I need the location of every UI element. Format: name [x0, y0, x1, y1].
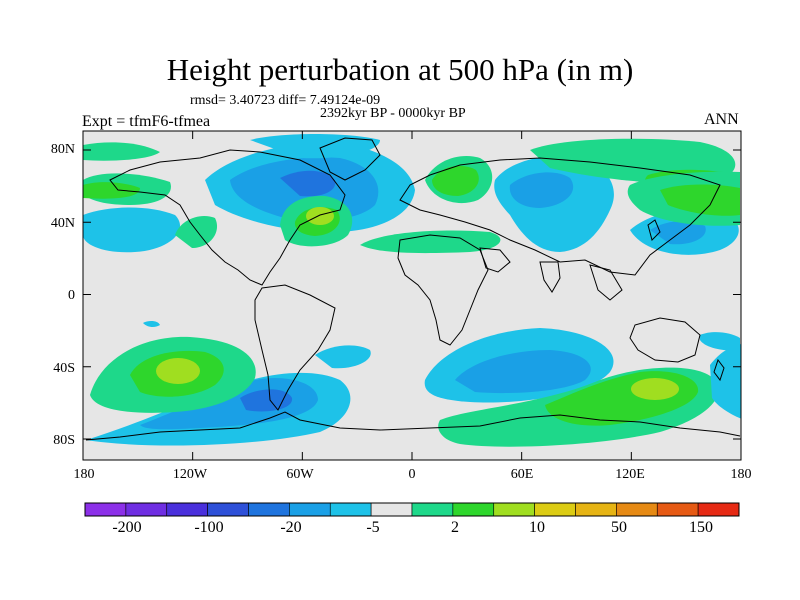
- colorbar-box-8: [411, 502, 454, 517]
- anomaly-n-pacific-cyan: [83, 207, 181, 253]
- colorbar-box-13: [616, 502, 658, 517]
- anomaly-canada-blue: [280, 170, 336, 197]
- anomaly-arctic-cyan: [250, 134, 380, 159]
- lon-label-60e: 60E: [510, 467, 534, 482]
- axis-ticks: [82, 131, 742, 460]
- colorbar-label-10: 10: [529, 519, 545, 536]
- anomaly-w-pacific-lightblue: [650, 221, 706, 245]
- coast-antarctica: [85, 411, 741, 441]
- anomaly-s-ocean-max: [631, 378, 679, 400]
- colorbar-box-10: [493, 502, 535, 517]
- rmsd-stats: rmsd= 3.40723 diff= 7.49124e-09: [190, 93, 381, 108]
- time-period: 2392kyr BP - 0000kyr BP: [320, 106, 466, 121]
- anomaly-mediterranean-green: [360, 230, 501, 254]
- colorbar-box-6: [329, 502, 372, 517]
- lon-label-0: 0: [408, 467, 416, 482]
- anomaly-alaska-darkgreen: [83, 182, 140, 199]
- colorbar-box-12: [575, 502, 617, 517]
- lat-label-80n: 80N: [50, 142, 75, 157]
- map-title: Height perturbation at 500 hPa (in m): [166, 52, 634, 87]
- colorbar-box-7: [370, 502, 413, 517]
- coast-africa: [397, 234, 489, 346]
- colorbar-box-15: [697, 502, 740, 517]
- lon-label-180e: 180: [730, 467, 752, 482]
- anomaly-n-pacific-core: [660, 184, 740, 216]
- anomaly-tropical-pacific-cyan: [143, 320, 160, 328]
- colorbar-box-9: [452, 502, 495, 517]
- anomaly-w-canada-green: [175, 215, 218, 248]
- colorbar-box-2: [166, 502, 208, 517]
- experiment-label: Expt = tfmF6-tfmea: [82, 113, 211, 130]
- anomaly-e-pacific-cyan-north: [700, 332, 740, 351]
- anomaly-s-pacific-blue: [240, 389, 293, 412]
- colorbar-label-150: 150: [689, 519, 713, 536]
- colorbar-box-11: [534, 502, 576, 517]
- lat-label-eq: 0: [68, 288, 75, 303]
- coast-japan: [647, 219, 661, 241]
- coast-southeast-asia: [589, 264, 623, 301]
- lat-label-80s: 80S: [53, 433, 75, 448]
- colorbar-box-3: [207, 502, 249, 517]
- lon-label-180w: 180: [73, 467, 95, 482]
- colorbar-box-4: [248, 502, 290, 517]
- anomaly-arctic-green: [83, 142, 160, 161]
- anomaly-s-atlantic-small: [315, 345, 371, 369]
- coast-new-zealand: [713, 358, 725, 382]
- colorbar-label-m5: -5: [366, 519, 380, 536]
- lon-label-120w: 120W: [172, 467, 208, 482]
- coast-north-america: [109, 149, 346, 286]
- lon-label-120e: 120E: [615, 467, 645, 482]
- colorbar-box-0: [84, 502, 127, 517]
- colorbar-box-1: [125, 502, 168, 517]
- anomaly-s-pacific-max: [156, 358, 200, 384]
- coast-australia: [629, 317, 701, 363]
- coastlines: [85, 137, 741, 441]
- colorbar-box-14: [656, 502, 699, 517]
- anomaly-europe-darkgreen: [432, 165, 479, 196]
- colorbar-label-m100: -100: [194, 519, 224, 536]
- colorbar-label-m200: -200: [112, 519, 142, 536]
- coast-india: [539, 261, 561, 293]
- coast-south-america: [254, 284, 336, 411]
- anomaly-e-pacific-cyan: [710, 344, 741, 419]
- lat-label-40n: 40N: [50, 216, 75, 231]
- anomaly-s-indian-lightblue: [455, 350, 591, 394]
- coast-eurasia: [399, 157, 721, 276]
- colorbar-label-m20: -20: [280, 519, 302, 536]
- coast-greenland: [319, 137, 381, 181]
- lon-label-60w: 60W: [286, 467, 314, 482]
- colorbar-frame: [84, 502, 740, 517]
- anomaly-n-atlantic-max: [306, 207, 334, 225]
- colorbar-label-2: 2: [451, 519, 459, 536]
- coast-arabia: [479, 247, 511, 273]
- colorbar-box-5: [289, 502, 331, 517]
- anomaly-siberia-lightblue: [509, 172, 574, 208]
- lat-label-40s: 40S: [53, 361, 75, 376]
- season-label: ANN: [704, 111, 739, 128]
- colorbar-label-50: 50: [611, 519, 627, 536]
